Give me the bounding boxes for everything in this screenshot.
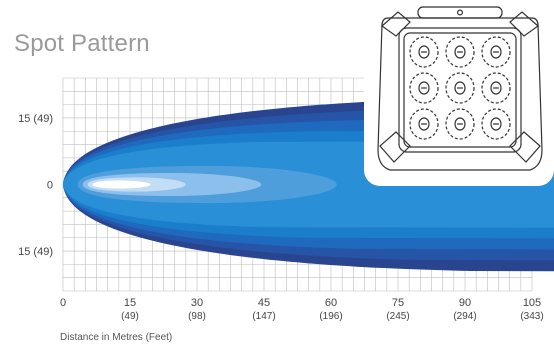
led-emitter <box>454 117 466 131</box>
x-tick-label: 45 <box>258 297 270 309</box>
y-tick-label: 15 (49) <box>18 246 53 258</box>
x-tick-label: 0 <box>60 297 66 309</box>
lens-frame <box>398 27 522 153</box>
x-tick-label: 75 <box>392 297 404 309</box>
x-tick-sublabel: (49) <box>121 311 139 322</box>
x-tick-label: 90 <box>459 297 471 309</box>
light-fixture-icon <box>364 0 554 186</box>
led-emitter <box>454 45 466 59</box>
x-tick-label: 60 <box>325 297 337 309</box>
optic-ring <box>409 108 439 140</box>
handle <box>417 6 503 19</box>
x-tick-sublabel: (196) <box>319 311 342 322</box>
chart-title: Spot Pattern <box>14 30 150 57</box>
led-emitter <box>418 81 430 95</box>
x-tick-label: 15 <box>124 297 136 309</box>
led-emitter <box>490 117 502 131</box>
optic-ring <box>481 36 511 68</box>
x-axis-label: Distance in Metres (Feet) <box>60 332 173 343</box>
optic-ring <box>481 108 511 140</box>
lens-inner <box>403 32 517 148</box>
led-emitter <box>418 45 430 59</box>
led-emitter <box>490 45 502 59</box>
corner-mount-br <box>509 131 541 163</box>
corner-mount-tr <box>509 11 539 37</box>
square-spot-light-icon <box>377 6 543 171</box>
housing-outline <box>377 17 543 171</box>
corner-mount-tl <box>381 11 411 37</box>
beam-zone-9 <box>92 180 151 189</box>
x-tick-label: 105 <box>523 297 541 309</box>
optic-ring <box>445 72 475 104</box>
optic-ring <box>481 72 511 104</box>
optic-ring <box>409 36 439 68</box>
x-tick-label: 30 <box>191 297 203 309</box>
optic-ring <box>445 36 475 68</box>
axis-ticks: 0 15 (49) 30 (98) 45 (147) 60 (196) 75 (245) 90 (294… <box>18 113 544 322</box>
x-tick-sublabel: (343) <box>520 311 543 322</box>
led-emitter <box>418 117 430 131</box>
x-tick-sublabel: (98) <box>188 311 206 322</box>
x-tick-sublabel: (294) <box>453 311 476 322</box>
optic-ring <box>445 108 475 140</box>
y-tick-label: 15 (49) <box>18 113 53 125</box>
corner-mount-bl <box>379 131 411 163</box>
x-tick-sublabel: (147) <box>252 311 275 322</box>
led-emitter <box>454 81 466 95</box>
optic-ring <box>409 72 439 104</box>
led-emitter <box>490 81 502 95</box>
y-tick-label: 0 <box>47 180 53 192</box>
handle-logo <box>457 9 464 16</box>
x-tick-sublabel: (245) <box>386 311 409 322</box>
